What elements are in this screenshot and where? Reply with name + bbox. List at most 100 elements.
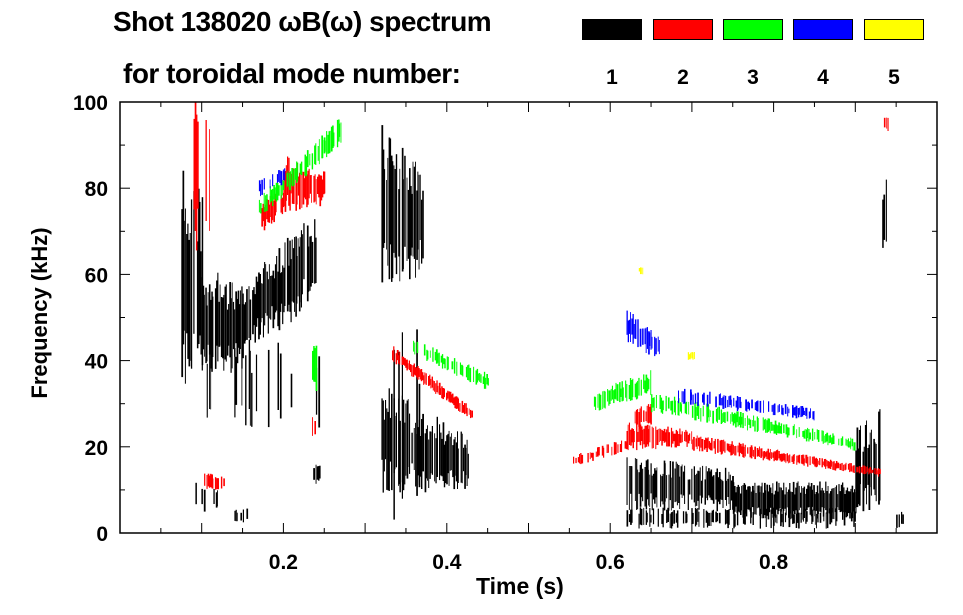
spectrum-streak — [297, 162, 299, 182]
spectrum-streak — [644, 467, 646, 507]
spectrum-streak — [272, 196, 274, 221]
spectrum-streak — [687, 352, 690, 360]
spectrum-streak — [638, 268, 641, 272]
x-axis-label: Time (s) — [476, 573, 564, 599]
spectrum-streak — [707, 404, 710, 418]
spectrum-streak — [681, 404, 682, 414]
spectrum-streak — [456, 361, 458, 376]
spectrum-streak — [587, 453, 589, 463]
spectrum-streak — [769, 421, 771, 434]
spectrum-streak — [660, 474, 662, 507]
spectrum-streak — [314, 219, 316, 284]
spectrum-streak — [424, 372, 426, 384]
spectrum-streak — [220, 297, 223, 358]
spectrum-streak — [724, 412, 726, 423]
chart-title-line2: for toroidal mode number: — [123, 58, 461, 89]
spectrum-streak — [879, 409, 881, 501]
spectrum-streak — [841, 436, 844, 446]
spectrum-streak — [297, 176, 300, 196]
spectrum-streak — [811, 456, 813, 464]
spectrum-streak — [862, 465, 864, 474]
spectrum-streak — [280, 195, 282, 213]
spectrum-streak — [308, 168, 310, 199]
spectrum-streak — [741, 446, 743, 455]
spectrum-streak — [780, 453, 783, 462]
spectrum-streak — [422, 372, 424, 381]
spectrum-streak — [305, 156, 308, 177]
spectrum-streak — [413, 166, 416, 259]
spectrum-streak — [315, 143, 317, 165]
spectrum-streak — [716, 513, 719, 522]
legend-label-mode-5: 5 — [888, 66, 900, 89]
spectrum-streak — [679, 402, 682, 412]
spectrum-streak — [696, 473, 698, 506]
spectrum-streak — [246, 289, 248, 340]
legend-label-mode-3: 3 — [747, 66, 759, 89]
spectrum-streak — [651, 426, 653, 449]
spectrum-streak — [640, 508, 643, 526]
spectrum-streak — [766, 484, 768, 516]
spectrum-streak — [874, 468, 876, 475]
spectrum-streak — [238, 304, 241, 354]
spectrum-streak — [413, 363, 415, 375]
spectrum-streak — [453, 439, 456, 490]
spectrum-streak — [630, 466, 632, 494]
spectrum-streak — [831, 460, 832, 467]
spectrum-streak — [308, 246, 310, 292]
spectrum-streak — [678, 398, 680, 416]
spectrum-streak — [255, 276, 258, 327]
spectrum-streak — [750, 445, 753, 459]
legend-label-mode-2: 2 — [677, 66, 689, 89]
spectrum-streak — [793, 514, 795, 524]
spectrum-streak — [193, 191, 195, 334]
spectrum-streak — [406, 177, 408, 261]
spectrum-streak — [483, 371, 486, 389]
spectrum-streak — [853, 442, 856, 451]
spectrum-streak — [634, 458, 636, 501]
spectrum-streak — [750, 491, 752, 518]
spectrum-streak — [598, 393, 601, 411]
spectrum-streak — [781, 405, 783, 415]
spectrum-streak — [202, 285, 205, 350]
spectrum-streak — [621, 440, 623, 453]
spectrum-streak — [475, 370, 478, 385]
spectrum-streak — [442, 422, 445, 481]
series-mode-5 — [638, 267, 695, 360]
spectrum-streak — [486, 374, 488, 385]
spectrogram-marks — [181, 102, 904, 529]
spectrum-streak — [637, 431, 639, 442]
spectrum-streak — [312, 350, 314, 380]
spectrum-streak — [271, 275, 273, 307]
spectrum-streak — [189, 233, 191, 361]
spectrum-streak — [762, 451, 764, 461]
series-mode-2 — [193, 102, 889, 490]
spectrum-streak — [297, 238, 299, 297]
spectrum-streak — [735, 492, 737, 507]
spectrum-streak — [727, 399, 728, 408]
spectrum-streak — [452, 393, 454, 404]
series-mode-1 — [181, 125, 904, 529]
spectrum-streak — [595, 451, 597, 457]
spectrum-streak — [811, 513, 813, 524]
spectrum-streak — [469, 367, 472, 383]
spectrum-streak — [654, 468, 656, 504]
spectrum-streak — [855, 450, 857, 514]
spectrum-streak — [756, 448, 759, 457]
spectrum-streak — [826, 491, 828, 514]
spectrum-streak — [806, 407, 808, 419]
spectrum-streak — [879, 469, 881, 474]
spectrum-streak — [768, 484, 771, 513]
spectrum-streak — [315, 179, 317, 205]
spectrum-streak — [399, 351, 401, 365]
spectrum-streak — [777, 425, 779, 434]
spectrum-streak — [742, 510, 745, 524]
spectrum-streak — [644, 328, 646, 345]
spectrum-streak — [755, 493, 757, 515]
spectrum-streak — [647, 404, 650, 424]
spectrum-streak — [642, 328, 644, 345]
spectrum-streak — [190, 199, 193, 369]
spectrum-streak — [860, 425, 861, 485]
spectrum-streak — [617, 444, 619, 453]
spectrum-streak — [615, 382, 617, 400]
y-tick-label: 100 — [73, 92, 108, 115]
